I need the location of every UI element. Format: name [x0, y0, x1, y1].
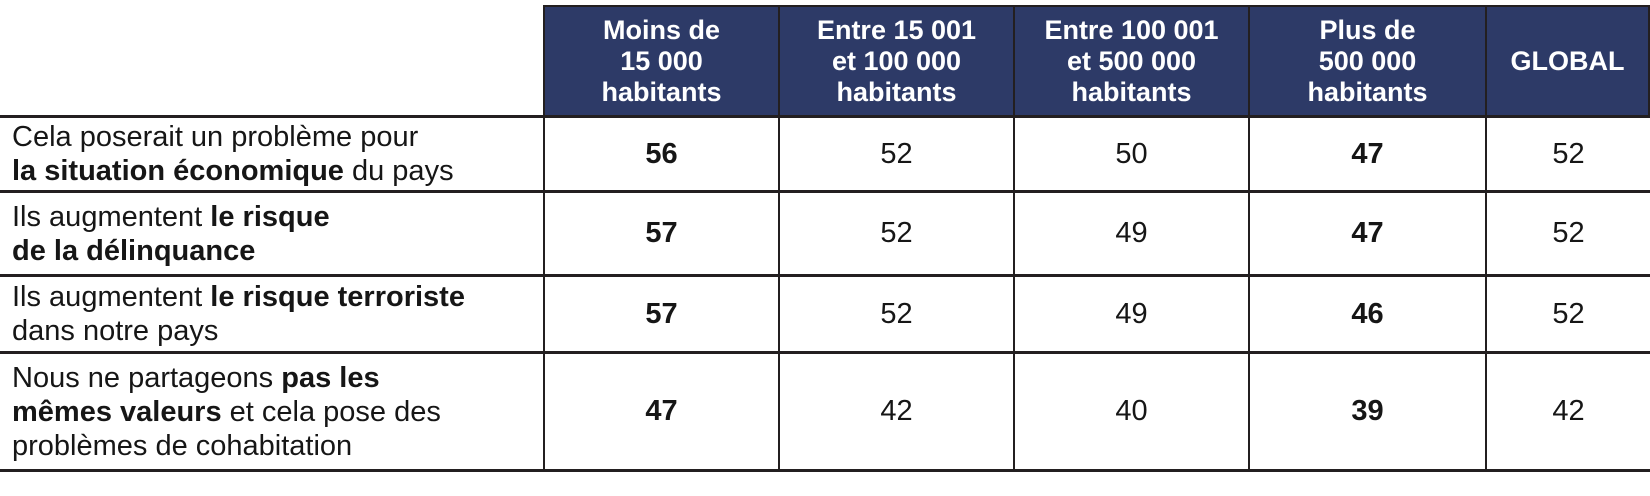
value-cell-global: 52: [1485, 277, 1650, 351]
label-text-bold: pas les: [281, 361, 380, 394]
table-row-memes-valeurs: Nous ne partageons pas les mêmes valeurs…: [0, 354, 1650, 472]
corner-cell: [0, 5, 543, 115]
value-cell: 49: [1013, 277, 1248, 351]
header-moins-de-15000: Moins de 15 000 habitants: [543, 5, 778, 115]
label-text: et cela pose des: [221, 395, 441, 428]
row-label: Cela poserait un problème pour la situat…: [0, 118, 543, 190]
value-cell: 40: [1013, 354, 1248, 469]
label-text-bold: le risque: [210, 200, 330, 233]
results-table: Moins de 15 000 habitants Entre 15 001 e…: [0, 5, 1650, 472]
header-plus-de-500000: Plus de 500 000 habitants: [1248, 5, 1485, 115]
value-cell: 47: [543, 354, 778, 469]
label-text-bold: la situation économique: [12, 155, 344, 187]
label-text: Cela poserait un problème pour: [12, 121, 419, 153]
label-text: Ils augmentent: [12, 281, 211, 313]
label-text-bold: mêmes valeurs: [12, 395, 222, 428]
value-cell: 57: [543, 277, 778, 351]
value-cell: 42: [778, 354, 1013, 469]
row-label: Nous ne partageons pas les mêmes valeurs…: [0, 354, 543, 469]
value-cell: 49: [1013, 193, 1248, 274]
table-row-risque-terroriste: Ils augmentent le risque terroriste dans…: [0, 277, 1650, 354]
label-text: problèmes de cohabitation: [12, 429, 353, 462]
header-global: GLOBAL: [1485, 5, 1650, 115]
row-label: Ils augmentent le risque terroriste dans…: [0, 277, 543, 351]
value-cell-global: 42: [1485, 354, 1650, 469]
header-entre-100001-500000: Entre 100 001 et 500 000 habitants: [1013, 5, 1248, 115]
value-cell: 57: [543, 193, 778, 274]
value-cell: 47: [1248, 193, 1485, 274]
row-label: Ils augmentent le risque de la délinquan…: [0, 193, 543, 274]
value-cell: 46: [1248, 277, 1485, 351]
value-cell-global: 52: [1485, 118, 1650, 190]
header-row: Moins de 15 000 habitants Entre 15 001 e…: [0, 5, 1650, 115]
label-text: Nous ne partageons: [12, 361, 282, 394]
table-row-delinquance: Ils augmentent le risque de la délinquan…: [0, 193, 1650, 277]
value-cell: 39: [1248, 354, 1485, 469]
table-body: Cela poserait un problème pour la situat…: [0, 115, 1650, 472]
label-text: Ils augmentent: [12, 200, 211, 233]
value-cell: 52: [778, 118, 1013, 190]
table-row-situation-economique: Cela poserait un problème pour la situat…: [0, 118, 1650, 193]
value-cell: 52: [778, 193, 1013, 274]
value-cell: 52: [778, 277, 1013, 351]
label-text-bold: de la délinquance: [12, 234, 256, 267]
label-text-bold: le risque terroriste: [210, 281, 465, 313]
header-entre-15001-100000: Entre 15 001 et 100 000 habitants: [778, 5, 1013, 115]
value-cell: 56: [543, 118, 778, 190]
value-cell-global: 52: [1485, 193, 1650, 274]
value-cell: 47: [1248, 118, 1485, 190]
value-cell: 50: [1013, 118, 1248, 190]
label-text: dans notre pays: [12, 315, 219, 347]
label-text: du pays: [343, 155, 454, 187]
